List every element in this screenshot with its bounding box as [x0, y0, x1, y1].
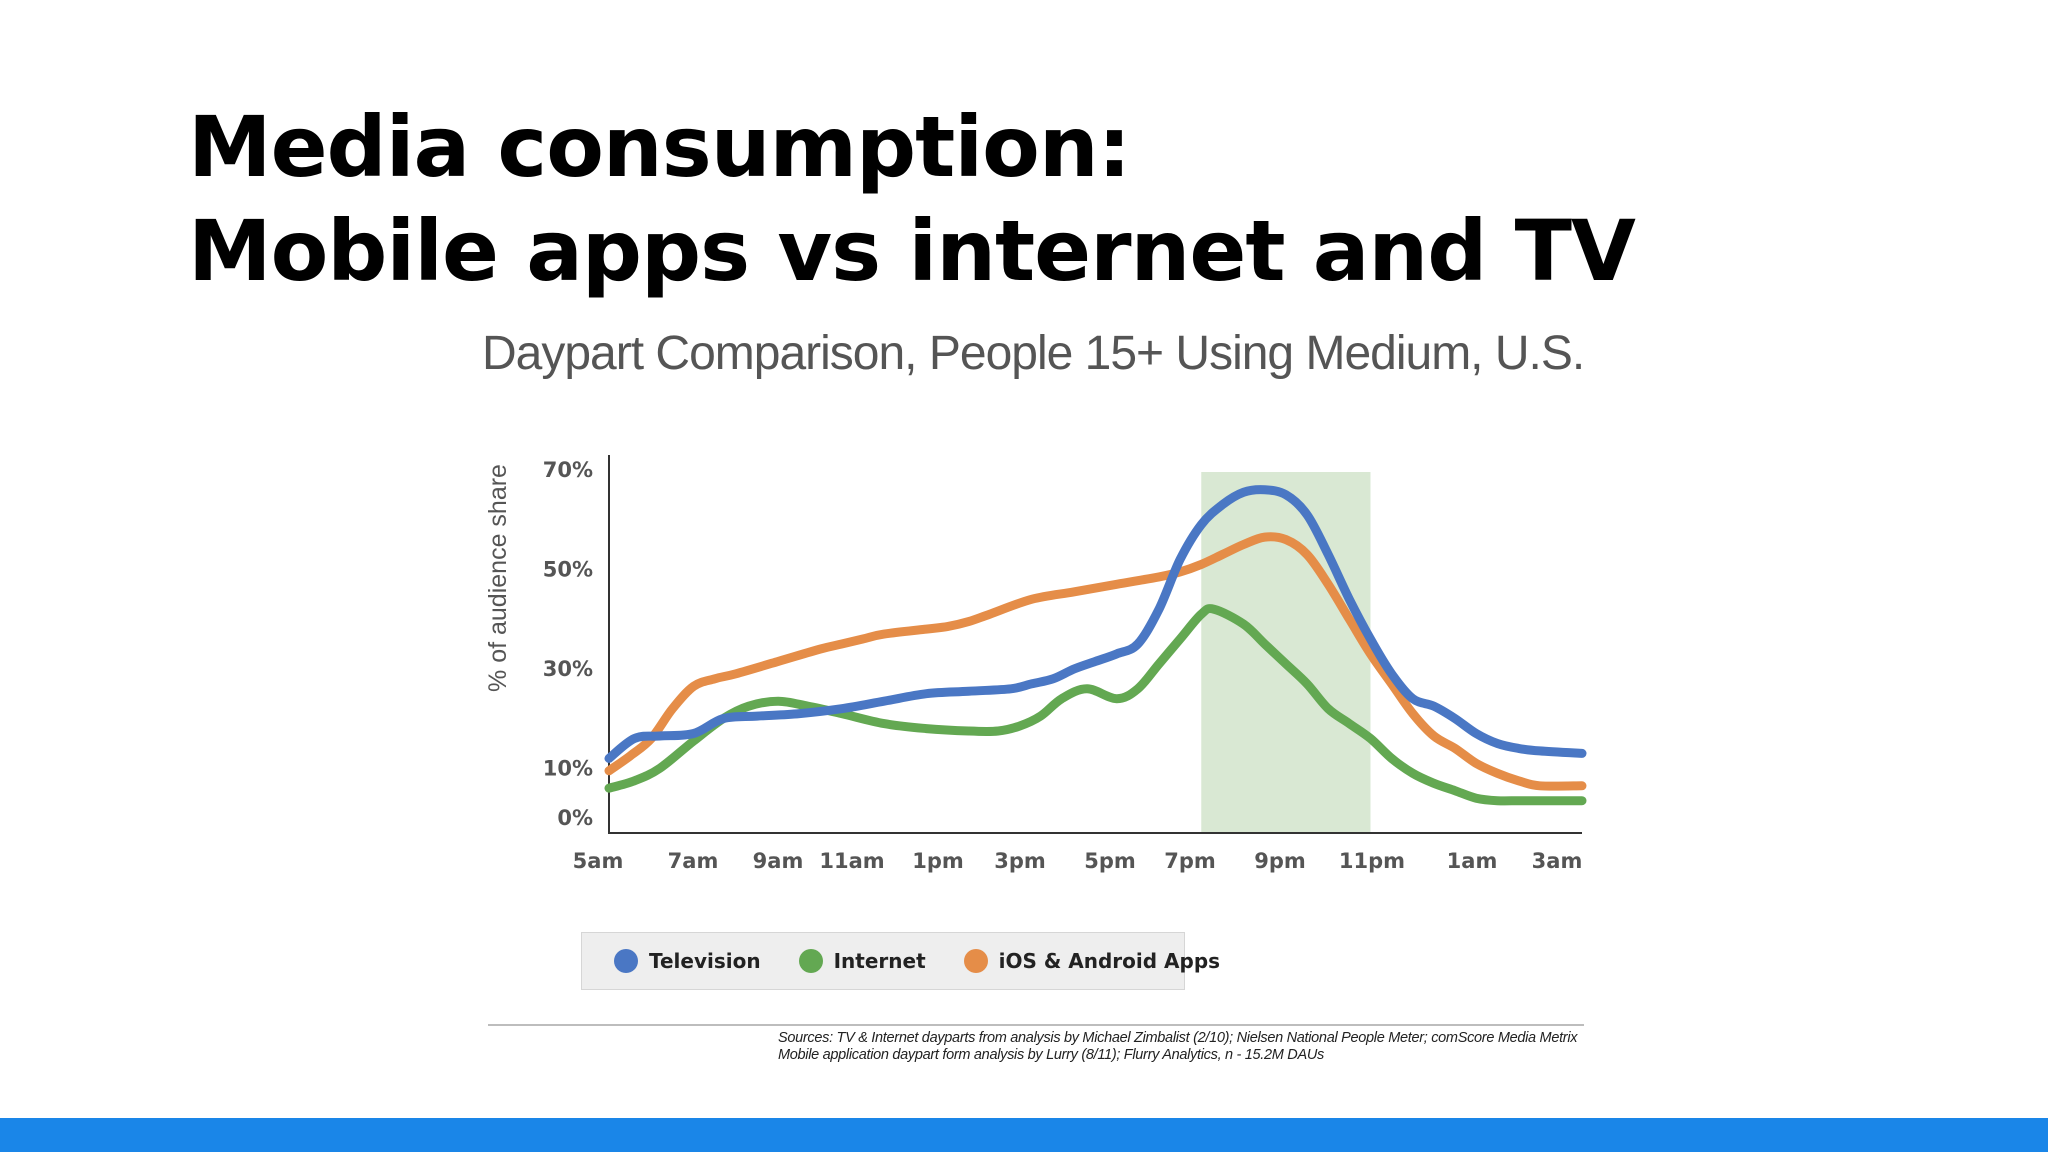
- y-tick-label: 70%: [543, 458, 593, 482]
- legend-swatch-apps: [963, 949, 988, 973]
- daypart-line-chart: 70% 50% 30% 10% 0% 5am 7am 9am 11am 1pm 3pm 5pm 7pm 9…: [484, 455, 1587, 873]
- legend-item-apps: iOS & Android Apps: [963, 949, 1221, 973]
- bottom-accent-bar: [0, 1118, 2048, 1152]
- x-tick-label: 7pm: [1164, 849, 1216, 873]
- slide-title-line-1: Media consumption:: [188, 98, 1131, 196]
- y-tick-label: 10%: [543, 756, 593, 780]
- chart-legend: Television Internet iOS & Android Apps: [581, 932, 1220, 990]
- series-line-television: [604, 485, 1587, 763]
- legend-label-apps: iOS & Android Apps: [998, 949, 1221, 973]
- legend-item-television: Television: [614, 949, 761, 973]
- x-tick-label: 5am: [573, 849, 624, 873]
- chart-subtitle: Daypart Comparison, People 15+ Using Med…: [482, 327, 1585, 380]
- x-tick-label: 1pm: [912, 849, 964, 873]
- y-tick-label: 0%: [557, 806, 593, 830]
- x-tick-label: 3am: [1532, 849, 1583, 873]
- x-tick-label: 5pm: [1084, 849, 1136, 873]
- highlight-band: [1201, 472, 1371, 833]
- y-tick-label: 50%: [543, 557, 593, 581]
- sources-line-2: Mobile application daypart form analysis…: [778, 1047, 1324, 1063]
- x-tick-label: 9pm: [1254, 849, 1306, 873]
- legend-item-internet: Internet: [798, 949, 926, 973]
- x-tick-label: 3pm: [994, 849, 1046, 873]
- series-line-apps: [604, 532, 1587, 791]
- series-line-internet: [604, 604, 1587, 806]
- x-tick-label: 11pm: [1339, 849, 1405, 873]
- slide-title-line-2: Mobile apps vs internet and TV: [188, 202, 1636, 300]
- y-tick-label: 30%: [543, 657, 593, 681]
- x-tick-label: 1am: [1447, 849, 1498, 873]
- legend-swatch-internet: [798, 949, 823, 973]
- x-tick-label: 9am: [753, 849, 804, 873]
- legend-label-internet: Internet: [833, 949, 926, 973]
- y-axis-title: % of audience share: [484, 464, 512, 692]
- sources-divider: [488, 1024, 1584, 1026]
- x-tick-label: 11am: [819, 849, 884, 873]
- x-tick-label: 7am: [668, 849, 719, 873]
- sources-line-1: Sources: TV & Internet dayparts from ana…: [778, 1030, 1578, 1046]
- legend-swatch-television: [614, 949, 638, 973]
- slide-title: Media consumption: Mobile apps vs intern…: [188, 95, 1636, 303]
- sources-note: Sources: TV & Internet dayparts from ana…: [778, 1030, 1588, 1064]
- legend-label-television: Television: [649, 949, 761, 973]
